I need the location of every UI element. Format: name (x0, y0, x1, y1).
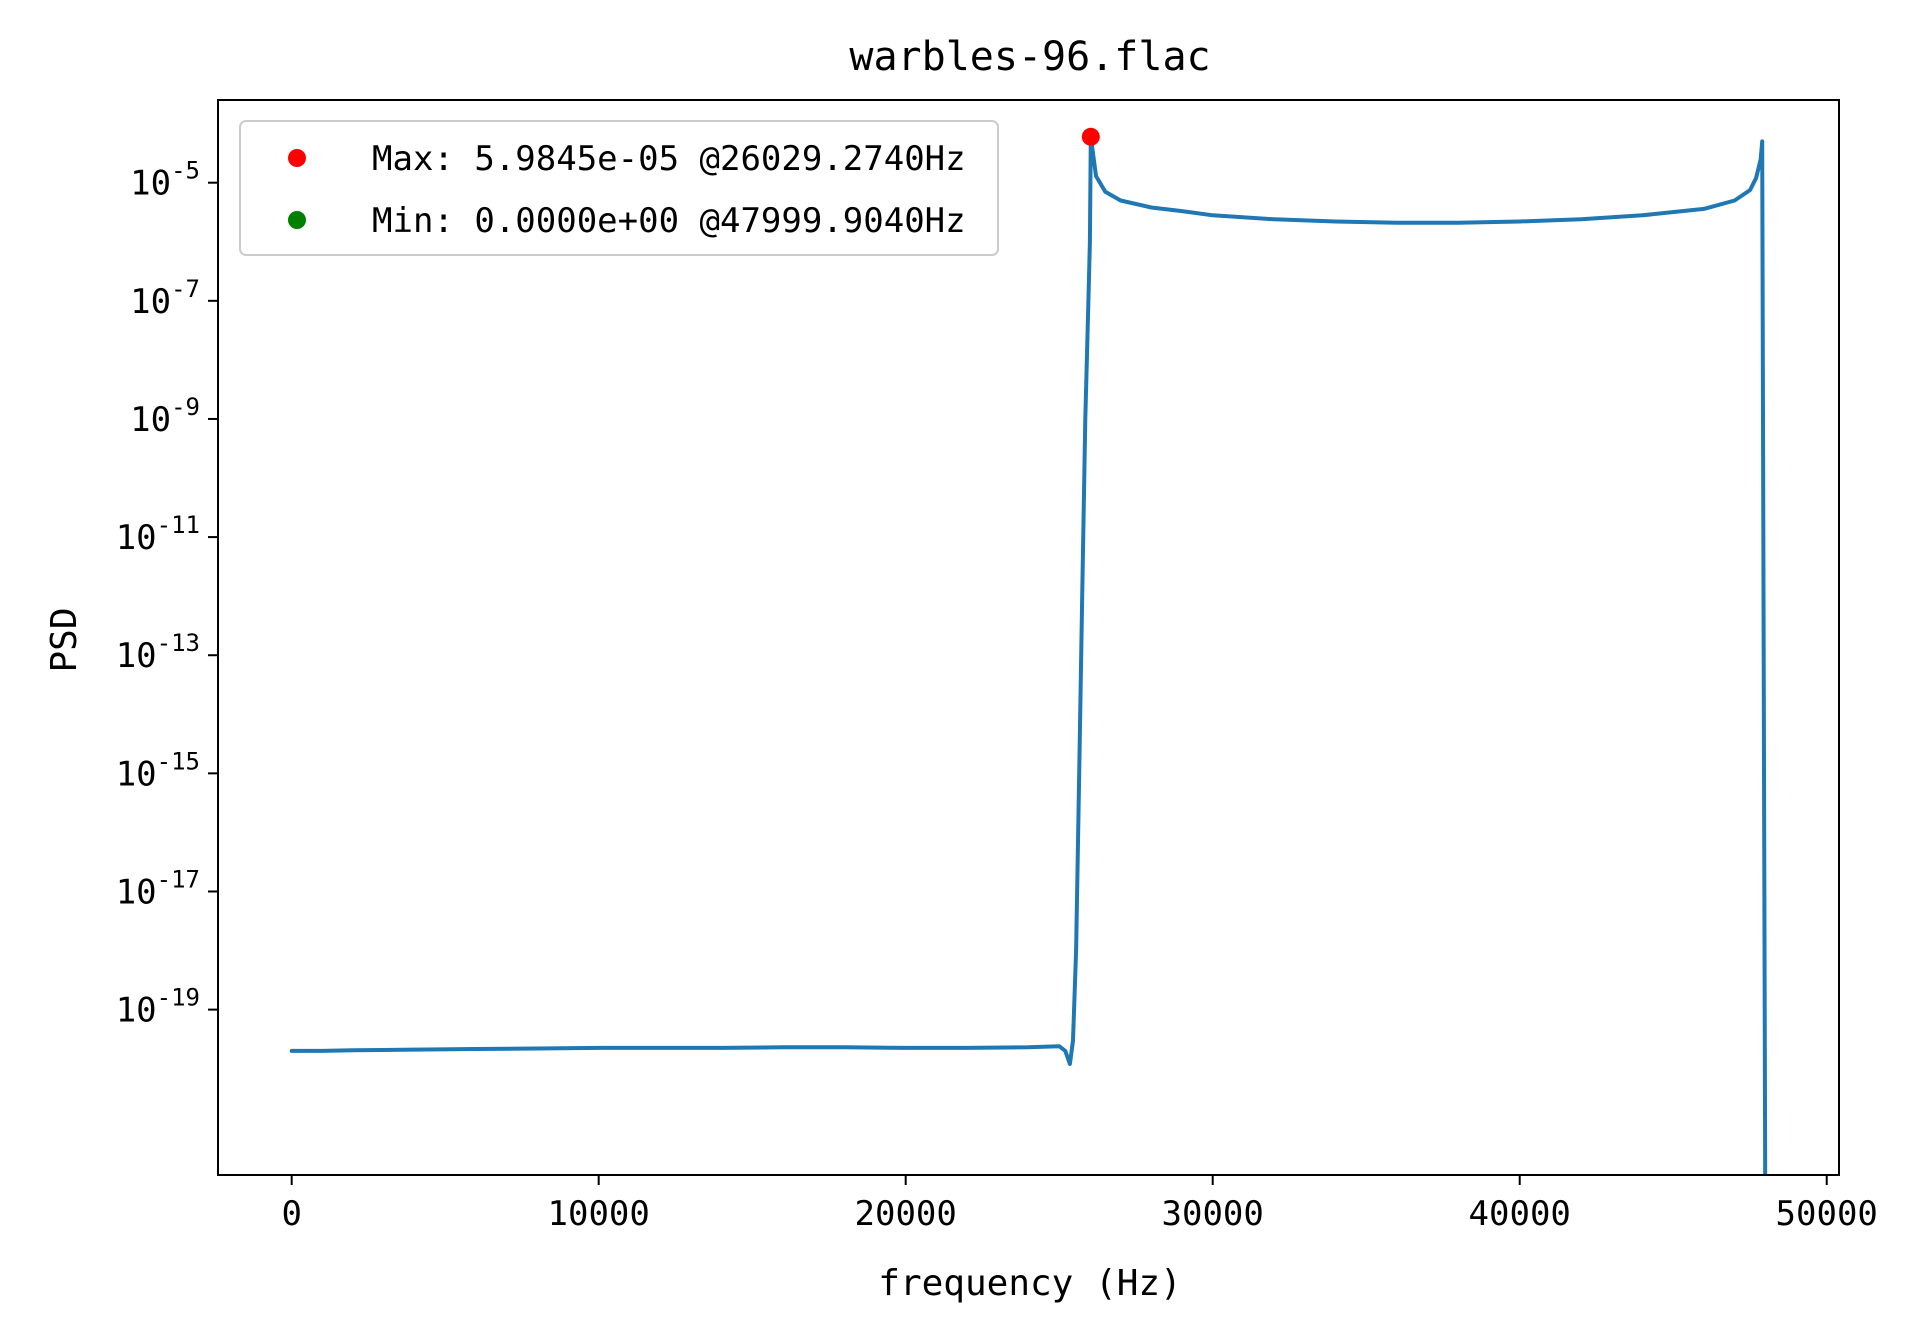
y-tick-label: 10-17 (116, 865, 200, 912)
max-point-marker (1081, 127, 1100, 146)
legend: Max: 5.9845e-05 @26029.2740Hz Min: 0.000… (239, 120, 999, 256)
y-tick-label: 10-7 (130, 275, 200, 322)
legend-min-label: Min: 0.0000e+00 @47999.9040Hz (372, 201, 966, 241)
chart-title: warbles-96.flac (849, 34, 1210, 80)
y-tick-label: 10-13 (116, 629, 200, 676)
y-tick-label: 10-11 (116, 511, 200, 558)
x-tick-label: 40000 (1469, 1194, 1571, 1234)
y-tick-label: 10-5 (130, 157, 200, 204)
y-axis-ticks: 10-5 10-7 10-9 10-11 10-13 10-15 10-17 10-19 (116, 157, 218, 1031)
x-tick-label: 30000 (1162, 1194, 1264, 1234)
y-tick-label: 10-9 (130, 393, 200, 440)
marker-layer (1081, 127, 1100, 146)
y-tick-label: 10-15 (116, 747, 200, 794)
legend-min-marker (288, 211, 306, 229)
legend-max-label: Max: 5.9845e-05 @26029.2740Hz (372, 139, 966, 179)
plot-area (289, 134, 1768, 1175)
legend-box (239, 120, 999, 256)
x-tick-label: 0 (281, 1194, 301, 1234)
x-tick-label: 10000 (548, 1194, 650, 1234)
x-tick-label: 50000 (1776, 1194, 1878, 1234)
x-axis-ticks: 0 10000 20000 30000 40000 50000 (281, 1175, 1878, 1234)
axes-frame (217, 99, 1840, 1176)
x-tick-label: 20000 (855, 1194, 957, 1234)
x-axis-label: frequency (Hz) (878, 1263, 1181, 1304)
psd-series-line (289, 134, 1768, 1175)
y-tick-label: 10-19 (116, 984, 200, 1031)
legend-max-marker (288, 149, 306, 167)
y-axis-label: PSD (44, 607, 85, 672)
